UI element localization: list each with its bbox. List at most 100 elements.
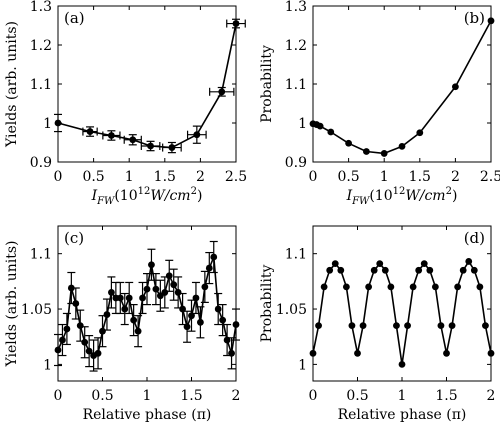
x-tick-label: 1.5 xyxy=(409,169,431,185)
x-axis-label-part: I xyxy=(91,188,98,204)
x-axis-label-part: FW xyxy=(96,196,115,207)
y-tick-label: 1.1 xyxy=(30,77,52,93)
panel-b: 0 0.5 1 1.5 2 2.5 0.9 1 1.1 1.2 1.3 (b) Probability I… xyxy=(259,0,500,207)
data-point xyxy=(165,272,173,280)
x-axis-label-part: 12 xyxy=(393,186,406,197)
y-tick-label: 0.9 xyxy=(30,155,52,171)
data-point xyxy=(348,322,356,330)
data-point xyxy=(454,283,462,291)
x-tick-label: 1 xyxy=(143,388,152,404)
data-point xyxy=(99,327,106,335)
panel-label: (c) xyxy=(64,229,84,247)
x-tick-label: 1.5 xyxy=(180,388,202,404)
series-line xyxy=(312,20,492,155)
data-point xyxy=(129,136,137,144)
data-point xyxy=(108,289,115,296)
data-point xyxy=(59,336,66,344)
y-axis-label: Yields (arb. units) xyxy=(4,241,20,368)
data-point xyxy=(359,322,367,330)
x-axis-label-part: ) xyxy=(452,188,457,204)
data-point xyxy=(487,349,495,357)
series-line xyxy=(312,260,492,366)
data-point xyxy=(139,294,146,302)
data-point xyxy=(201,283,209,291)
data-point xyxy=(426,266,434,274)
plot-frame xyxy=(312,5,492,163)
y-tick-label: 1 xyxy=(43,116,52,132)
y-tick-label: 1.1 xyxy=(285,247,307,263)
panel-label: (b) xyxy=(464,9,485,27)
data-point xyxy=(86,128,94,135)
x-tick-label: 2 xyxy=(451,169,460,185)
data-point xyxy=(476,283,484,291)
data-point xyxy=(380,150,388,157)
data-point xyxy=(170,281,178,289)
y-tick-label: 1.3 xyxy=(285,0,307,15)
data-point xyxy=(398,360,406,368)
x-axis-label-part: I xyxy=(346,188,353,204)
data-point xyxy=(327,128,335,136)
y-tick-label: 0.9 xyxy=(285,155,307,171)
y-axis-label: Probability xyxy=(259,45,275,123)
data-point xyxy=(94,349,102,357)
data-point xyxy=(387,283,395,291)
plot-frame xyxy=(57,5,237,163)
x-tick-label: 2.5 xyxy=(225,169,247,185)
x-tick-label: 1.5 xyxy=(435,388,457,404)
data-point xyxy=(482,322,489,330)
data-point xyxy=(452,83,459,91)
panel-label: (a) xyxy=(64,9,85,27)
y-tick-label: 1.2 xyxy=(30,38,52,54)
data-point xyxy=(218,88,226,96)
data-point xyxy=(161,289,169,296)
x-tick-label: 1 xyxy=(398,388,407,404)
data-point xyxy=(337,266,345,274)
data-point xyxy=(459,266,467,274)
data-point xyxy=(197,318,204,326)
y-tick-label: 1.3 xyxy=(30,0,52,15)
y-tick-label: 1.1 xyxy=(285,77,307,93)
x-tick-label: 0 xyxy=(309,169,318,185)
data-point xyxy=(85,347,93,355)
x-tick-label: 2 xyxy=(232,388,241,404)
panel-c: 0 0.5 1 1.5 2 1 1.05 1.1 (c) Yields (arb. units) R… xyxy=(4,225,241,423)
x-tick-label: 1 xyxy=(125,169,134,185)
data-point xyxy=(67,284,75,292)
x-tick-label: 0.5 xyxy=(82,169,104,185)
data-point xyxy=(63,325,71,333)
data-point xyxy=(108,132,115,139)
data-point xyxy=(76,322,84,330)
data-point xyxy=(116,294,124,302)
data-point xyxy=(81,338,89,346)
y-tick-label: 1.1 xyxy=(30,247,52,263)
data-point xyxy=(121,305,129,313)
x-axis-label-part: W/cm xyxy=(405,188,445,204)
y-tick-label: 1 xyxy=(298,357,307,373)
x-axis-label-part: 12 xyxy=(138,186,151,197)
y-tick-label: 1 xyxy=(298,116,307,132)
data-point xyxy=(214,305,222,313)
data-point xyxy=(431,283,439,291)
y-tick-label: 1.05 xyxy=(21,302,52,318)
y-axis-label: Yields (arb. units) xyxy=(4,21,20,148)
x-tick-label: 1 xyxy=(380,169,389,185)
plot-frame xyxy=(312,225,492,382)
x-tick-label: 0 xyxy=(54,388,63,404)
data-point xyxy=(143,285,151,293)
x-tick-label: 1.5 xyxy=(154,169,176,185)
data-point xyxy=(416,129,424,137)
data-point xyxy=(376,260,384,268)
data-point xyxy=(148,261,155,269)
data-point xyxy=(54,346,62,354)
x-tick-label: 0.5 xyxy=(91,388,113,404)
data-point xyxy=(134,327,142,335)
x-axis-label: Relative phase (π) xyxy=(83,407,212,423)
data-point xyxy=(174,289,182,296)
x-tick-label: 0 xyxy=(309,388,318,404)
data-point xyxy=(443,349,450,357)
data-point xyxy=(365,283,373,291)
data-point xyxy=(398,143,406,150)
x-axis-label-part: 2 xyxy=(446,186,452,197)
x-tick-label: 0.5 xyxy=(337,169,359,185)
series-line xyxy=(57,23,237,149)
